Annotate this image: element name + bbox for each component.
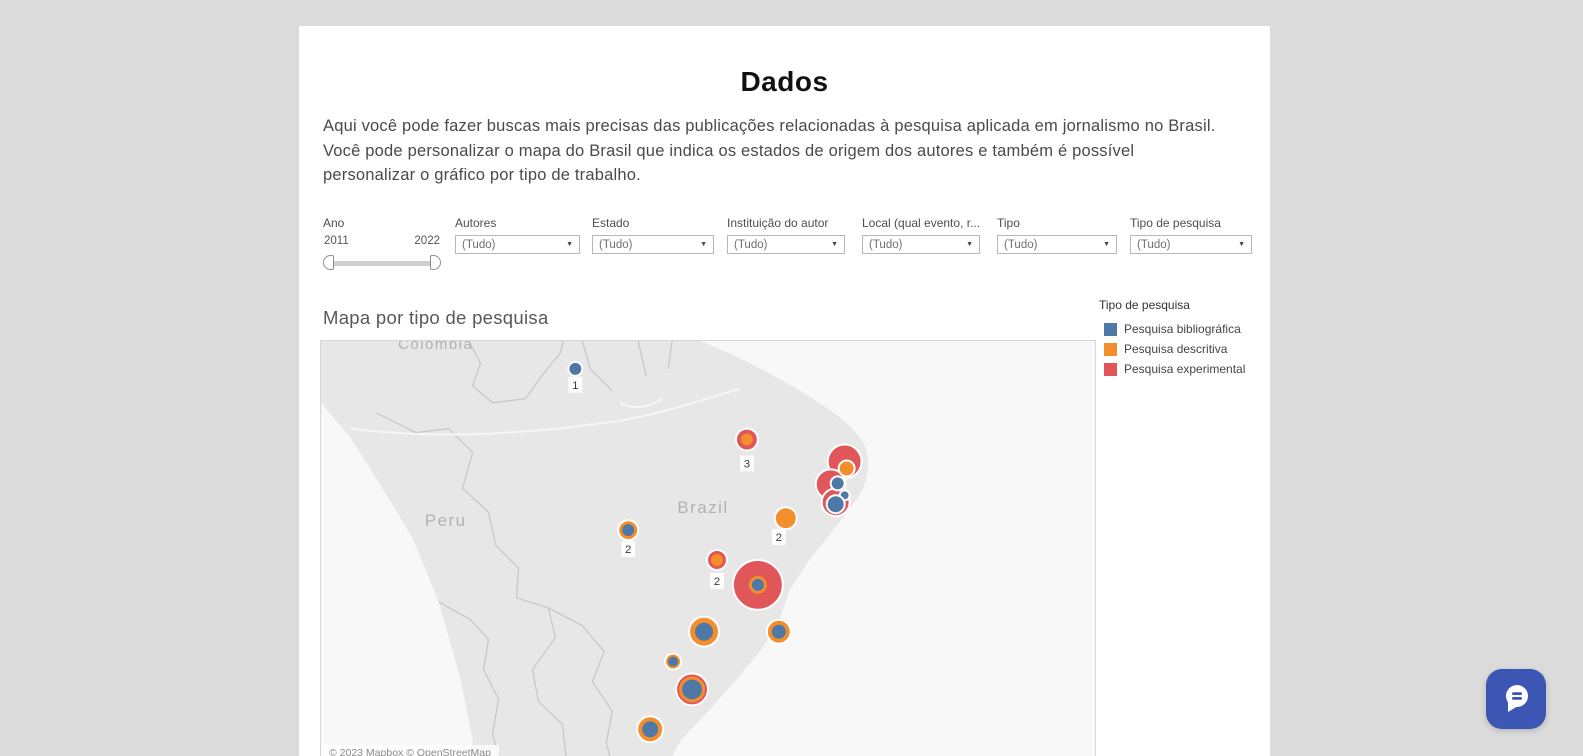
legend-item[interactable]: Pesquisa bibliográfica <box>1099 319 1269 339</box>
map-bubble[interactable] <box>695 622 713 641</box>
count-label-bg <box>621 541 636 558</box>
map-bubble[interactable] <box>771 624 786 639</box>
map-bubble[interactable] <box>825 494 846 515</box>
chevron-down-icon: ▼ <box>700 241 707 248</box>
map-bubble[interactable] <box>668 656 679 667</box>
legend-swatch <box>1104 342 1117 356</box>
legend-swatch <box>1104 322 1117 336</box>
estado-dropdown[interactable]: (Tudo) ▼ <box>592 235 714 254</box>
instituicao-do-autor-label: Instituição do autor <box>727 216 829 230</box>
map-count-labels: 1 3 2 2 2 <box>568 376 786 589</box>
year-filter-label: Ano <box>323 216 345 230</box>
count-label-bg <box>771 529 786 546</box>
instituicao-do-autor-dropdown[interactable]: (Tudo) ▼ <box>727 235 845 254</box>
estado-label: Estado <box>592 216 630 230</box>
tipo-de-pesquisa-dropdown[interactable]: (Tudo) ▼ <box>1130 235 1252 254</box>
tipo-label: Tipo <box>997 216 1020 230</box>
page-title: Dados <box>740 66 829 97</box>
count-label: 2 <box>776 532 782 544</box>
filter-instituicao-do-autor: Instituição do autor (Tudo) ▼ <box>727 216 845 266</box>
map-bubble[interactable] <box>622 524 635 537</box>
map-bubble[interactable] <box>567 360 584 377</box>
autores-dropdown[interactable]: (Tudo) ▼ <box>455 235 580 254</box>
chevron-down-icon: ▼ <box>966 241 973 248</box>
filter-estado: Estado (Tudo) ▼ <box>592 216 714 266</box>
filter-year: Ano 2011 2022 <box>323 216 441 276</box>
chevron-down-icon: ▼ <box>1103 241 1110 248</box>
land-south-america <box>321 341 869 756</box>
estado-selected-value: (Tudo) <box>599 238 633 251</box>
map-bubble[interactable] <box>710 554 723 566</box>
dashboard-card: Dados Aqui você pode fazer buscas mais p… <box>299 26 1270 756</box>
map-title: Mapa por tipo de pesquisa <box>323 307 549 328</box>
tipo-de-pesquisa-label: Tipo de pesquisa <box>1130 216 1221 230</box>
count-label: 2 <box>714 576 720 588</box>
instituicao-do-autor-selected-value: (Tudo) <box>734 238 768 251</box>
map-bubble[interactable] <box>751 578 764 591</box>
region-label-colombia: Colombia <box>398 341 473 353</box>
legend: Tipo de pesquisa Pesquisa bibliográfica P… <box>1099 298 1269 379</box>
chevron-down-icon: ▼ <box>1238 241 1245 248</box>
brazil-map[interactable]: Colombia Peru Brazil 1 3 2 2 2 <box>321 341 1095 756</box>
filter-local: Local (qual evento, r... (Tudo) ▼ <box>862 216 980 266</box>
page-description: Aqui você pode fazer buscas mais precisa… <box>323 117 1216 184</box>
year-range-slider[interactable] <box>323 254 441 272</box>
legend-label: Pesquisa descritiva <box>1124 342 1228 356</box>
map-region-labels: Colombia Peru Brazil <box>398 341 728 530</box>
legend-item[interactable]: Pesquisa descritiva <box>1099 339 1269 359</box>
map-viewport[interactable]: Colombia Peru Brazil 1 3 2 2 2 © 2023 Mapbox ©… <box>320 340 1096 756</box>
local-selected-value: (Tudo) <box>869 238 903 251</box>
map-bubble[interactable] <box>829 475 846 492</box>
slider-handle-right[interactable] <box>430 255 441 270</box>
legend-title: Tipo de pesquisa <box>1099 298 1190 312</box>
legend-swatch <box>1104 362 1117 376</box>
chevron-down-icon: ▼ <box>831 241 838 248</box>
map-bubble[interactable] <box>740 433 753 446</box>
region-label-brazil: Brazil <box>677 498 728 517</box>
year-start-value: 2011 <box>324 235 349 247</box>
chevron-down-icon: ▼ <box>566 241 573 248</box>
local-dropdown[interactable]: (Tudo) ▼ <box>862 235 980 254</box>
count-label-bg <box>568 376 583 393</box>
year-end-value: 2022 <box>414 235 440 247</box>
country-borders <box>375 341 673 756</box>
map-bubble[interactable] <box>837 459 856 478</box>
map-attribution[interactable]: © 2023 Mapbox © OpenStreetMap <box>321 745 499 756</box>
tipo-de-pesquisa-selected-value: (Tudo) <box>1137 238 1171 251</box>
region-label-peru: Peru <box>425 511 467 530</box>
legend-item[interactable]: Pesquisa experimental <box>1099 359 1269 379</box>
tipo-selected-value: (Tudo) <box>1004 238 1038 251</box>
rivers <box>350 387 741 436</box>
map-bubble[interactable] <box>773 506 798 531</box>
chat-button[interactable] <box>1486 669 1546 729</box>
map-bubble[interactable] <box>642 721 659 738</box>
autores-selected-value: (Tudo) <box>462 238 496 251</box>
map-bubble-layer <box>567 360 863 744</box>
filter-tipo-de-pesquisa: Tipo de pesquisa (Tudo) ▼ <box>1130 216 1252 266</box>
filter-autores: Autores (Tudo) ▼ <box>455 216 580 266</box>
count-label: 3 <box>744 458 750 470</box>
slider-track[interactable] <box>327 261 437 266</box>
count-label: 1 <box>572 380 578 392</box>
count-label-bg <box>739 455 754 472</box>
tipo-dropdown[interactable]: (Tudo) ▼ <box>997 235 1117 254</box>
count-label: 2 <box>625 544 631 556</box>
legend-label: Pesquisa experimental <box>1124 362 1246 376</box>
slider-handle-left[interactable] <box>323 255 334 270</box>
local-label: Local (qual evento, r... <box>862 216 981 230</box>
autores-label: Autores <box>455 216 497 230</box>
filter-tipo: Tipo (Tudo) ▼ <box>997 216 1117 266</box>
chat-bubble-icon <box>1506 685 1528 712</box>
map-bubble[interactable] <box>682 679 703 700</box>
legend-label: Pesquisa bibliográfica <box>1124 322 1241 336</box>
count-label-bg <box>709 572 724 589</box>
